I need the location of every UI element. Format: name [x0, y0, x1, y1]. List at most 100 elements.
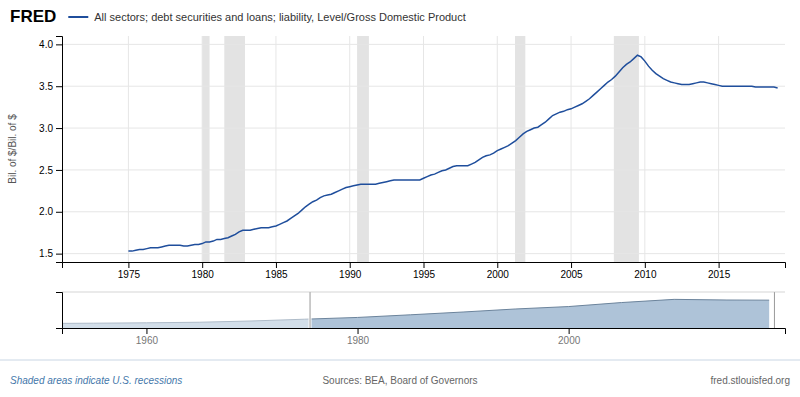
navigator-dim: [62, 292, 310, 328]
navigator-dim: [774, 292, 785, 328]
navigator-x-axis-tick-label: 1960: [136, 335, 159, 346]
grid-line-x: [349, 36, 350, 262]
x-axis-tick-label: 1990: [339, 269, 362, 280]
x-axis-tick: 2015: [708, 262, 731, 280]
grid-line-x: [571, 36, 572, 262]
y-axis-tick: 4.0: [39, 39, 62, 50]
x-axis-tick-label: 1980: [192, 269, 215, 280]
navigator-handle: [774, 292, 775, 328]
navigator-x-axis: 1960 1980 2000: [63, 328, 786, 346]
chart-container: FREDAll sectors; debt securities and loa…: [0, 0, 800, 397]
y-axis-tick-label: 3.5: [39, 81, 53, 92]
legend-swatch: [68, 16, 88, 18]
y-axis-tick: 3.0: [39, 123, 62, 134]
y-axis: 1.5 2.0 2.5 3.0 3.5 4.0: [39, 37, 62, 263]
footer-note: Shaded areas indicate U.S. recessions: [10, 375, 182, 386]
x-axis-tick-mark: [202, 262, 203, 268]
grid-line-y: [62, 169, 785, 170]
y-axis-tick: 3.5: [39, 81, 62, 92]
grid-line-x: [202, 36, 203, 262]
grid-line-y: [62, 253, 785, 254]
navigator-x-axis-tick-mark: [569, 328, 570, 334]
navigator-handle: [310, 292, 311, 328]
recession-band: [202, 36, 209, 262]
recession-band: [357, 36, 369, 262]
y-axis-title: Bil. of $/Bil. of $: [7, 114, 18, 184]
plot-area: [62, 36, 785, 262]
x-axis-domain: [63, 263, 786, 269]
y-axis-tick: 2.5: [39, 165, 62, 176]
x-axis-tick-mark: [719, 262, 720, 268]
y-axis-tick-label: 4.0: [39, 39, 53, 50]
data-line: [128, 55, 777, 251]
navigator-handle-bg: [309, 292, 312, 328]
recession-band: [224, 36, 245, 262]
x-axis-tick-mark: [424, 262, 425, 268]
navigator-top-line: [62, 292, 785, 293]
y-axis-tick-mark: [56, 128, 62, 129]
x-axis-tick: 2005: [560, 262, 583, 280]
y-axis-tick-label: 1.5: [39, 248, 53, 259]
chart-svg: FREDAll sectors; debt securities and loa…: [0, 0, 800, 397]
navigator-x-axis-tick-mark: [146, 328, 147, 334]
navigator-y-axis-domain: [56, 293, 63, 329]
y-axis-domain: [56, 37, 63, 263]
y-axis-tick-mark: [56, 254, 62, 255]
grid-line-x: [644, 36, 645, 262]
navigator-y-axis: [56, 293, 63, 329]
y-axis-tick-mark: [56, 86, 62, 87]
x-axis: 1975 1980 1985 1990 1995 2000 2005 2010 2015: [63, 262, 786, 280]
grid-line-y: [62, 211, 785, 212]
y-axis-tick: 1.5: [39, 248, 62, 259]
x-axis-tick-label: 1975: [118, 269, 141, 280]
grid: [62, 36, 785, 262]
navigator-x-axis-tick: 2000: [558, 328, 581, 346]
grid-line-x: [718, 36, 719, 262]
recession-band: [515, 36, 525, 262]
y-axis-tick-label: 2.5: [39, 165, 53, 176]
x-axis-tick-label: 1985: [265, 269, 288, 280]
y-axis-tick: 2.0: [39, 206, 62, 217]
navigator-x-axis-tick: 1960: [136, 328, 159, 346]
y-axis-tick-mark: [56, 212, 62, 213]
footer-note: Sources: BEA, Board of Governors: [322, 375, 477, 386]
y-axis-tick-label: 2.0: [39, 206, 53, 217]
grid-line-y: [62, 86, 785, 87]
y-axis-tick-mark: [56, 170, 62, 171]
navigator-x-axis-tick-label: 1980: [347, 335, 370, 346]
x-axis-tick-mark: [350, 262, 351, 268]
footer-note: fred.stlouisfed.org: [711, 375, 791, 386]
navigator-x-axis-tick-mark: [358, 328, 359, 334]
grid-line-x: [423, 36, 424, 262]
x-axis-tick-mark: [128, 262, 129, 268]
x-axis-tick: 1985: [265, 262, 288, 280]
x-axis-tick-label: 2005: [560, 269, 583, 280]
x-axis-tick-mark: [276, 262, 277, 268]
navigator-x-axis-domain: [63, 329, 786, 335]
grid-line-x: [497, 36, 498, 262]
x-axis-tick-mark: [645, 262, 646, 268]
navigator-x-axis-tick: 1980: [347, 328, 370, 346]
grid-line-x: [128, 36, 129, 262]
navigator-handle-bg: [773, 292, 776, 328]
x-axis-tick-label: 2000: [487, 269, 510, 280]
header: FREDAll sectors; debt securities and loa…: [10, 7, 466, 26]
recession-band: [614, 36, 639, 262]
x-axis-tick-label: 1995: [413, 269, 436, 280]
x-axis-tick-label: 2015: [708, 269, 731, 280]
y-axis-tick-label: 3.0: [39, 123, 53, 134]
x-axis-tick: 1975: [118, 262, 141, 280]
x-axis-tick-mark: [497, 262, 498, 268]
x-axis-tick: 2000: [487, 262, 510, 280]
x-axis-tick: 1990: [339, 262, 362, 280]
x-axis-tick-mark: [571, 262, 572, 268]
x-axis-tick: 1980: [192, 262, 215, 280]
y-axis-tick-mark: [56, 44, 62, 45]
grid-line-y: [62, 44, 785, 45]
brand: FRED: [10, 7, 56, 26]
x-axis-tick: 2010: [634, 262, 657, 280]
grid-line-x: [275, 36, 276, 262]
grid-line-y: [62, 128, 785, 129]
navigator-x-axis-tick-label: 2000: [558, 335, 581, 346]
navigator: [62, 292, 785, 328]
